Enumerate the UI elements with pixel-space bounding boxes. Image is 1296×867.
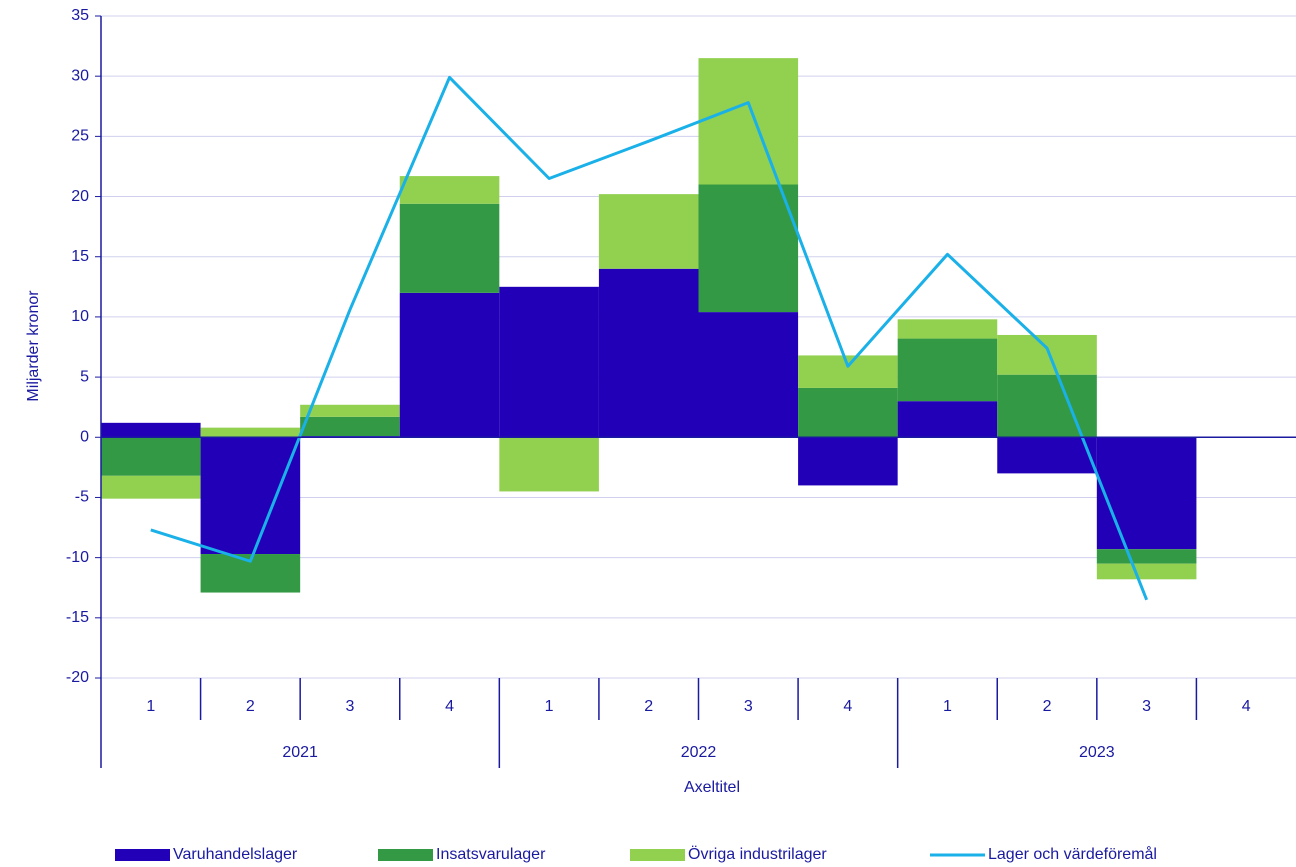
bar-segment — [698, 58, 799, 185]
y-tick-label: 30 — [71, 67, 89, 84]
bar-segment — [499, 437, 599, 492]
bar-segment — [798, 387, 898, 438]
x-tick-label: 1 — [943, 698, 952, 715]
line-series — [150, 75, 1149, 601]
x-group-label: 2022 — [681, 744, 717, 761]
bar-segment — [399, 203, 500, 293]
bar-segment — [897, 319, 998, 339]
bar-segment — [300, 404, 400, 417]
bar-segment — [1096, 549, 1197, 564]
legend-label: Lager och värdeföremål — [988, 845, 1157, 863]
x-axis-title: Axeltitel — [684, 779, 740, 796]
y-tick-label: 0 — [80, 428, 89, 445]
y-axis-title: Miljarder kronor — [25, 290, 42, 402]
x-tick-label: 2 — [246, 698, 255, 715]
x-tick-label: 4 — [1242, 698, 1251, 715]
x-group-label: 2021 — [282, 744, 318, 761]
bar-segment — [300, 416, 400, 437]
x-tick-label: 2 — [1043, 698, 1052, 715]
x-tick-label: 1 — [545, 698, 554, 715]
legend-swatch — [378, 849, 433, 861]
bar-segment — [798, 437, 898, 486]
bar-segment — [101, 422, 201, 438]
x-tick-label: 3 — [346, 698, 355, 715]
bar-segment — [698, 312, 799, 438]
x-tick-label: 3 — [1142, 698, 1151, 715]
bar-segment — [698, 184, 799, 313]
bar-segment — [101, 437, 201, 476]
bar-segment — [1096, 437, 1197, 550]
y-tick-label: 5 — [80, 368, 89, 385]
bar-segment — [399, 176, 500, 204]
bar-segment — [200, 437, 301, 555]
y-tick-label: 10 — [71, 308, 89, 325]
legend-label: Övriga industrilager — [688, 845, 827, 863]
x-tick-label: 4 — [445, 698, 454, 715]
legend-label: Insatsvarulager — [436, 846, 546, 863]
y-tick-label: 15 — [71, 248, 89, 265]
x-tick-label: 1 — [146, 698, 155, 715]
bar-segment — [399, 292, 500, 438]
x-tick-label: 2 — [644, 698, 653, 715]
x-group-label: 2023 — [1079, 744, 1115, 761]
bar-segment — [499, 286, 599, 438]
y-tick-label: 35 — [71, 7, 89, 24]
y-tick-label: -20 — [66, 669, 89, 686]
bar-segment — [997, 437, 1097, 474]
x-tick-label: 4 — [843, 698, 852, 715]
bar-segment — [897, 401, 998, 438]
bar-segment — [897, 338, 998, 402]
legend-swatch — [630, 849, 685, 861]
y-tick-label: 25 — [71, 128, 89, 145]
y-tick-label: -15 — [66, 609, 89, 626]
bar-segment — [1096, 563, 1197, 580]
bar-segment — [598, 268, 699, 438]
bar-segment — [997, 374, 1097, 438]
bar-segment — [200, 427, 301, 438]
y-tick-label: 20 — [71, 188, 89, 205]
bar-segment — [101, 475, 201, 499]
x-tick-label: 3 — [744, 698, 753, 715]
y-tick-label: -10 — [66, 549, 89, 566]
bar-segment — [997, 334, 1097, 375]
legend-label: Varuhandelslager — [173, 846, 298, 863]
bar-segment — [598, 194, 699, 269]
y-tick-label: -5 — [75, 489, 89, 506]
legend-swatch — [115, 849, 170, 861]
bar-segment — [798, 355, 898, 388]
